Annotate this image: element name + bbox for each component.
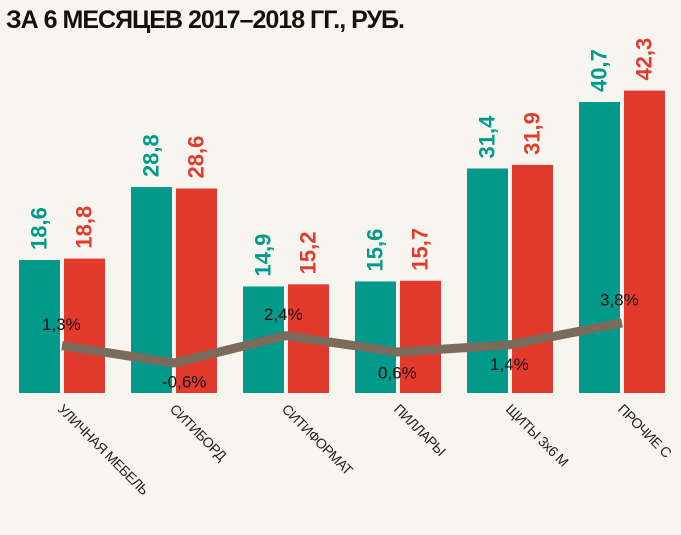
value-label: 18,6: [26, 207, 51, 250]
line-label: 2,4%: [264, 305, 303, 324]
x-tick-label: ЩИТЫ 3х6 М: [503, 401, 572, 470]
x-tick-label: УЛИЧНАЯ МЕБЕЛЬ: [55, 401, 152, 498]
x-tick-label: СИТИФОРМАТ: [279, 401, 357, 479]
bar: [624, 90, 665, 394]
line-label: 0,6%: [378, 364, 417, 383]
line-label: 1,4%: [490, 355, 529, 374]
value-label: 14,9: [250, 234, 275, 277]
value-label: 18,8: [71, 206, 96, 249]
value-label: 42,3: [631, 38, 656, 81]
value-label: 15,6: [362, 229, 387, 272]
value-label: 28,6: [183, 136, 208, 179]
value-label: 15,2: [295, 231, 320, 274]
bar: [355, 281, 396, 393]
bar: [19, 260, 60, 393]
bar: [400, 280, 441, 393]
line-label: 1,3%: [42, 315, 81, 334]
bar: [64, 258, 105, 393]
x-tick-label: ПИЛЛАРЫ: [391, 401, 449, 459]
x-tick-label: ПРОЧИЕ С: [615, 401, 675, 461]
chart-title: ЗА 6 МЕСЯЦЕВ 2017–2018 ГГ., РУБ.: [6, 6, 404, 34]
bar: [579, 101, 620, 394]
value-label: 15,7: [407, 228, 432, 271]
x-tick-label: СИТИБОРД: [167, 401, 230, 464]
bar: [512, 164, 553, 393]
line-label: -0,6%: [162, 372, 206, 391]
value-label: 28,8: [138, 134, 163, 177]
line-label: 3,8%: [600, 290, 639, 309]
bar: [467, 168, 508, 393]
value-label: 40,7: [586, 49, 611, 92]
line: [61, 318, 623, 368]
value-label: 31,4: [474, 115, 499, 159]
value-label: 31,9: [519, 112, 544, 155]
